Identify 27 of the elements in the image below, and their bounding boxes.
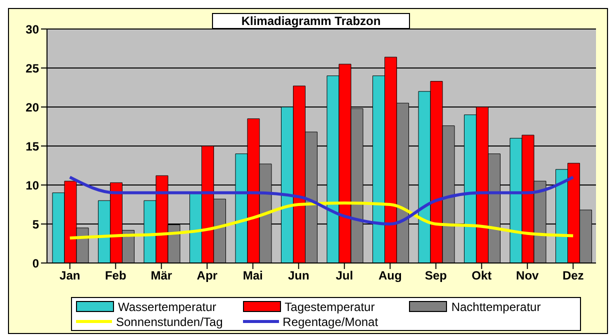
x-tick-label: Sep xyxy=(424,268,447,283)
y-tick-label: 30 xyxy=(26,22,40,36)
y-tick-label: 5 xyxy=(32,217,40,232)
x-tick-label: Mai xyxy=(242,268,263,283)
x-tick-label: Dez xyxy=(562,268,584,283)
line-series xyxy=(68,176,575,226)
x-tick-label: Jul xyxy=(336,268,354,283)
x-tick-label: Mär xyxy=(150,268,172,283)
x-tick-label: Feb xyxy=(104,268,126,283)
x-tick-label: Nov xyxy=(516,268,540,283)
y-tick-label: 20 xyxy=(26,100,40,114)
x-tick-label: Jun xyxy=(288,268,310,283)
y-tick-label: 10 xyxy=(26,178,40,192)
x-tick-label: Okt xyxy=(472,268,492,283)
x-tick-label: Aug xyxy=(378,268,402,283)
x-tick-label: Jan xyxy=(60,268,80,283)
y-tick-label: 15 xyxy=(26,139,40,154)
x-tick-label: Apr xyxy=(196,268,218,283)
legend-label: Nachttemperatur xyxy=(451,300,541,314)
chart-title: Klimadiagramm Trabzon xyxy=(212,13,410,29)
y-tick-label: 0 xyxy=(32,256,40,270)
legend-label: Tagestemperatur xyxy=(284,300,375,314)
legend-label: Sonnenstunden/Tag xyxy=(116,314,223,328)
line-series xyxy=(68,201,575,240)
legend-label: Wassertemperatur xyxy=(118,300,216,314)
y-tick-label: 25 xyxy=(26,61,40,76)
legend-label: Regentage/Monat xyxy=(282,314,378,328)
